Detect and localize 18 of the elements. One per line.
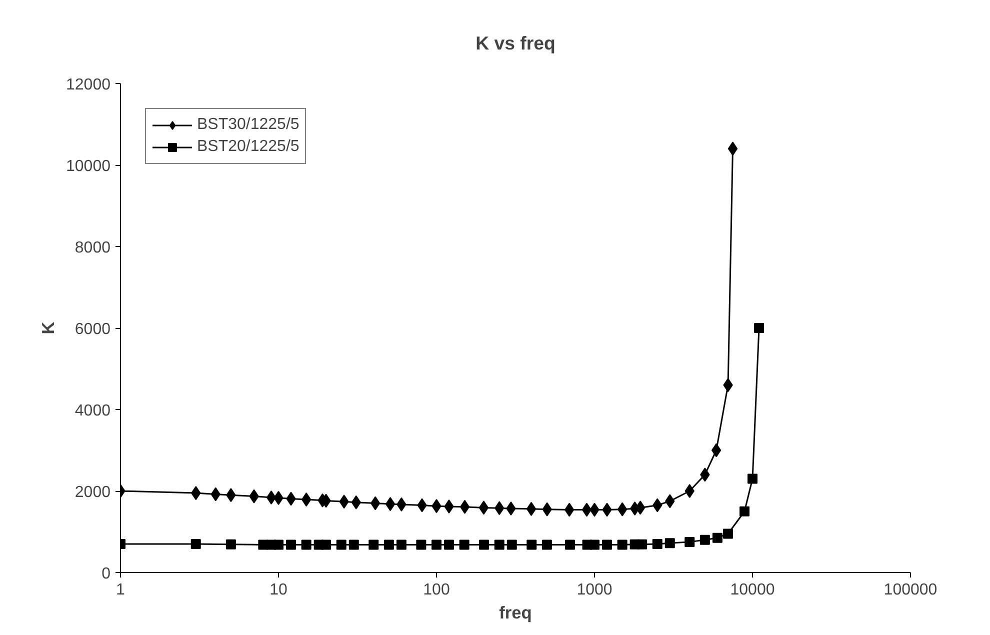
y-tick-label: 8000 xyxy=(74,240,111,256)
y-tick-label: 10000 xyxy=(66,158,111,175)
legend-label: BST30/1225/5 xyxy=(197,116,300,134)
y-axis-title: K xyxy=(38,321,58,334)
x-tick-label: 100 xyxy=(423,582,450,598)
y-tick-label: 2000 xyxy=(74,484,111,501)
legend-label: BST20/1225/5 xyxy=(197,138,300,156)
x-tick-label: 10 xyxy=(270,582,288,598)
x-axis-title: freq xyxy=(499,602,532,622)
x-tick-label: 100000 xyxy=(884,582,938,598)
y-tick-label: 0 xyxy=(102,566,111,582)
y-tick-label: 12000 xyxy=(66,76,111,94)
chart-title: K vs freq xyxy=(476,32,556,54)
x-tick-label: 10000 xyxy=(730,582,775,598)
x-tick-label: 1 xyxy=(116,582,126,598)
y-tick-label: 6000 xyxy=(74,321,111,338)
y-tick-label: 4000 xyxy=(74,402,111,420)
x-tick-label: 1000 xyxy=(576,582,612,598)
